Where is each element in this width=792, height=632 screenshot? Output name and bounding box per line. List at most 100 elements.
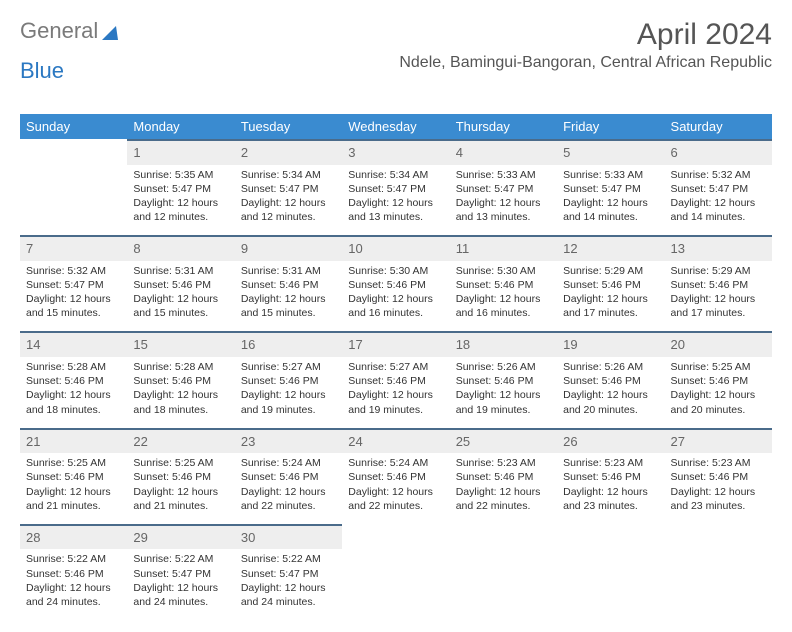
sunset-line: Sunset: 5:47 PM: [563, 182, 658, 196]
calendar-week-row: 28Sunrise: 5:22 AMSunset: 5:46 PMDayligh…: [20, 524, 772, 614]
calendar-day-cell: 15Sunrise: 5:28 AMSunset: 5:46 PMDayligh…: [127, 331, 234, 421]
weekday-header: Tuesday: [235, 114, 342, 139]
daylight-line: Daylight: 12 hours and 24 minutes.: [241, 581, 336, 609]
daylight-line: Daylight: 12 hours and 19 minutes.: [348, 388, 443, 416]
sunrise-line: Sunrise: 5:23 AM: [563, 456, 658, 470]
calendar-day-cell: [557, 524, 664, 614]
calendar-day-cell: 21Sunrise: 5:25 AMSunset: 5:46 PMDayligh…: [20, 428, 127, 518]
day-content: Sunrise: 5:30 AMSunset: 5:46 PMDaylight:…: [342, 261, 449, 326]
day-number: 12: [557, 235, 664, 261]
sunrise-line: Sunrise: 5:24 AM: [348, 456, 443, 470]
sunset-line: Sunset: 5:46 PM: [133, 470, 228, 484]
sunset-line: Sunset: 5:46 PM: [348, 278, 443, 292]
day-number: 29: [127, 524, 234, 550]
sunrise-line: Sunrise: 5:23 AM: [456, 456, 551, 470]
day-number: 7: [20, 235, 127, 261]
day-number: 13: [665, 235, 772, 261]
day-content: Sunrise: 5:28 AMSunset: 5:46 PMDaylight:…: [127, 357, 234, 422]
day-number: 24: [342, 428, 449, 454]
day-number: 14: [20, 331, 127, 357]
weekday-header: Wednesday: [342, 114, 449, 139]
sunrise-line: Sunrise: 5:32 AM: [26, 264, 121, 278]
calendar-week-row: 21Sunrise: 5:25 AMSunset: 5:46 PMDayligh…: [20, 428, 772, 518]
daylight-line: Daylight: 12 hours and 24 minutes.: [26, 581, 121, 609]
calendar-day-cell: 2Sunrise: 5:34 AMSunset: 5:47 PMDaylight…: [235, 139, 342, 229]
logo: General: [20, 18, 118, 44]
sunset-line: Sunset: 5:47 PM: [671, 182, 766, 196]
sunrise-line: Sunrise: 5:26 AM: [563, 360, 658, 374]
daylight-line: Daylight: 12 hours and 17 minutes.: [671, 292, 766, 320]
calendar-table: Sunday Monday Tuesday Wednesday Thursday…: [20, 114, 772, 614]
weekday-header-row: Sunday Monday Tuesday Wednesday Thursday…: [20, 114, 772, 139]
day-content: Sunrise: 5:34 AMSunset: 5:47 PMDaylight:…: [235, 165, 342, 230]
daylight-line: Daylight: 12 hours and 24 minutes.: [133, 581, 228, 609]
sunrise-line: Sunrise: 5:30 AM: [348, 264, 443, 278]
day-number: 4: [450, 139, 557, 165]
sunset-line: Sunset: 5:46 PM: [348, 470, 443, 484]
calendar-day-cell: 4Sunrise: 5:33 AMSunset: 5:47 PMDaylight…: [450, 139, 557, 229]
calendar-day-cell: 8Sunrise: 5:31 AMSunset: 5:46 PMDaylight…: [127, 235, 234, 325]
logo-word-general: General: [20, 18, 98, 44]
calendar-day-cell: 6Sunrise: 5:32 AMSunset: 5:47 PMDaylight…: [665, 139, 772, 229]
daylight-line: Daylight: 12 hours and 20 minutes.: [563, 388, 658, 416]
sunset-line: Sunset: 5:47 PM: [26, 278, 121, 292]
day-number: 17: [342, 331, 449, 357]
day-content: Sunrise: 5:33 AMSunset: 5:47 PMDaylight:…: [557, 165, 664, 230]
sunset-line: Sunset: 5:46 PM: [133, 278, 228, 292]
sunset-line: Sunset: 5:46 PM: [671, 374, 766, 388]
day-content: Sunrise: 5:31 AMSunset: 5:46 PMDaylight:…: [235, 261, 342, 326]
sunset-line: Sunset: 5:47 PM: [241, 567, 336, 581]
daylight-line: Daylight: 12 hours and 12 minutes.: [241, 196, 336, 224]
day-content: Sunrise: 5:26 AMSunset: 5:46 PMDaylight:…: [557, 357, 664, 422]
daylight-line: Daylight: 12 hours and 23 minutes.: [563, 485, 658, 513]
sunset-line: Sunset: 5:46 PM: [563, 278, 658, 292]
calendar-day-cell: 19Sunrise: 5:26 AMSunset: 5:46 PMDayligh…: [557, 331, 664, 421]
calendar-day-cell: 29Sunrise: 5:22 AMSunset: 5:47 PMDayligh…: [127, 524, 234, 614]
day-number: 6: [665, 139, 772, 165]
daylight-line: Daylight: 12 hours and 22 minutes.: [348, 485, 443, 513]
calendar-day-cell: 22Sunrise: 5:25 AMSunset: 5:46 PMDayligh…: [127, 428, 234, 518]
sunrise-line: Sunrise: 5:28 AM: [133, 360, 228, 374]
daylight-line: Daylight: 12 hours and 13 minutes.: [348, 196, 443, 224]
weekday-header: Monday: [127, 114, 234, 139]
sunset-line: Sunset: 5:46 PM: [241, 470, 336, 484]
calendar-week-row: 1Sunrise: 5:35 AMSunset: 5:47 PMDaylight…: [20, 139, 772, 229]
calendar-day-cell: 10Sunrise: 5:30 AMSunset: 5:46 PMDayligh…: [342, 235, 449, 325]
sunset-line: Sunset: 5:46 PM: [241, 374, 336, 388]
sunrise-line: Sunrise: 5:31 AM: [133, 264, 228, 278]
calendar-day-cell: 14Sunrise: 5:28 AMSunset: 5:46 PMDayligh…: [20, 331, 127, 421]
day-number: 30: [235, 524, 342, 550]
month-title: April 2024: [399, 18, 772, 52]
calendar-day-cell: 12Sunrise: 5:29 AMSunset: 5:46 PMDayligh…: [557, 235, 664, 325]
sunrise-line: Sunrise: 5:25 AM: [671, 360, 766, 374]
calendar-day-cell: 24 Sunrise: 5:24 AMSunset: 5:46 PMDayligh…: [342, 428, 449, 518]
day-number: 26: [557, 428, 664, 454]
sunset-line: Sunset: 5:47 PM: [133, 567, 228, 581]
weekday-header: Thursday: [450, 114, 557, 139]
sunset-line: Sunset: 5:46 PM: [563, 470, 658, 484]
weekday-header: Sunday: [20, 114, 127, 139]
day-number: 21: [20, 428, 127, 454]
day-content: Sunrise: 5:30 AMSunset: 5:46 PMDaylight:…: [450, 261, 557, 326]
calendar-day-cell: [20, 139, 127, 229]
calendar-day-cell: 5Sunrise: 5:33 AMSunset: 5:47 PMDaylight…: [557, 139, 664, 229]
day-number: 3: [342, 139, 449, 165]
calendar-day-cell: [342, 524, 449, 614]
sunset-line: Sunset: 5:46 PM: [671, 470, 766, 484]
sunrise-line: Sunrise: 5:33 AM: [456, 168, 551, 182]
daylight-line: Daylight: 12 hours and 19 minutes.: [456, 388, 551, 416]
day-content: Sunrise: 5:25 AMSunset: 5:46 PMDaylight:…: [665, 357, 772, 422]
day-content: Sunrise: 5:22 AMSunset: 5:47 PMDaylight:…: [235, 549, 342, 614]
day-content: Sunrise: 5:23 AMSunset: 5:46 PMDaylight:…: [450, 453, 557, 518]
day-content: Sunrise: 5:27 AMSunset: 5:46 PMDaylight:…: [342, 357, 449, 422]
sunset-line: Sunset: 5:47 PM: [133, 182, 228, 196]
calendar-day-cell: 28Sunrise: 5:22 AMSunset: 5:46 PMDayligh…: [20, 524, 127, 614]
calendar-day-cell: [450, 524, 557, 614]
sunrise-line: Sunrise: 5:30 AM: [456, 264, 551, 278]
day-content: Sunrise: 5:23 AMSunset: 5:46 PMDaylight:…: [557, 453, 664, 518]
daylight-line: Daylight: 12 hours and 18 minutes.: [26, 388, 121, 416]
day-content: Sunrise: 5:32 AMSunset: 5:47 PMDaylight:…: [20, 261, 127, 326]
calendar-day-cell: [665, 524, 772, 614]
calendar-day-cell: 23Sunrise: 5:24 AMSunset: 5:46 PMDayligh…: [235, 428, 342, 518]
daylight-line: Daylight: 12 hours and 19 minutes.: [241, 388, 336, 416]
